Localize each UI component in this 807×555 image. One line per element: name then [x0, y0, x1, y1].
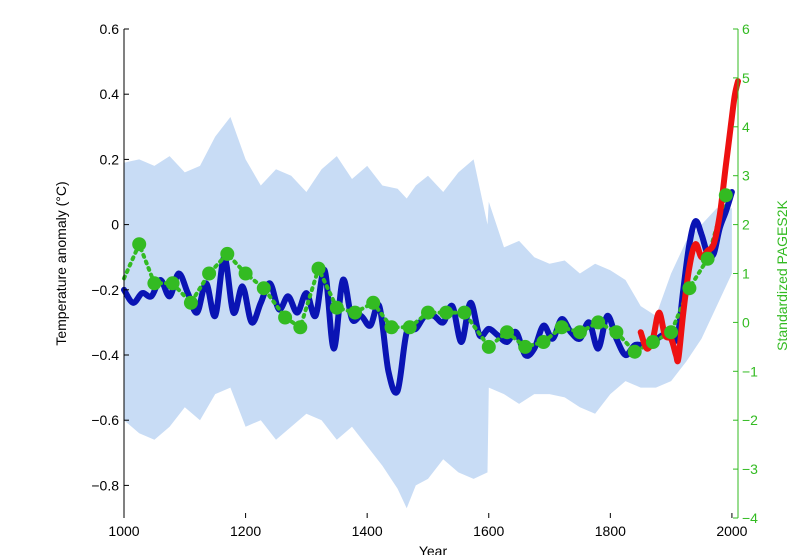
x-tick-label: 1600 — [473, 523, 504, 539]
pages2k-point — [202, 266, 217, 281]
pages2k-point — [682, 281, 697, 296]
pages2k-point — [238, 266, 253, 281]
pages2k-point — [554, 320, 569, 335]
pages2k-point — [718, 188, 733, 203]
y-tick-label: 0.2 — [100, 151, 120, 167]
pages2k-point — [402, 320, 417, 335]
pages2k-point — [439, 305, 454, 320]
y-tick-label: −0.2 — [91, 282, 119, 298]
pages2k-point — [256, 281, 271, 296]
x-axis-title: Year — [419, 543, 448, 555]
right-y-tick-label: 6 — [742, 21, 750, 37]
y-tick-label: 0 — [111, 217, 119, 233]
y-axis-title: Temperature anomaly (°C) — [53, 181, 69, 345]
series-layer — [121, 78, 741, 396]
y-tick-label: −0.4 — [91, 347, 119, 363]
pages2k-point — [183, 295, 198, 310]
right-y-tick-label: 3 — [742, 168, 750, 184]
ticks-layer: 0.6 0.4 0.2 0 −0.2 −0.4 −0.6 −0.8 6 5 4 3 2 1 0 −1 −2 −3 −… — [91, 21, 758, 539]
right-y-axis-title: Standardized PAGES2K — [774, 199, 790, 350]
pages2k-point — [132, 237, 147, 252]
pages2k-point — [609, 325, 624, 340]
pages2k-point — [572, 325, 587, 340]
y-tick-label: −0.8 — [91, 477, 119, 493]
pages2k-point — [536, 335, 551, 349]
pages2k-point — [147, 276, 162, 291]
pages2k-point — [384, 320, 399, 335]
right-y-tick-label: 0 — [742, 314, 750, 330]
x-tick-label: 1400 — [352, 523, 383, 539]
right-y-tick-label: −3 — [742, 461, 758, 477]
right-y-tick-label: 2 — [742, 217, 750, 233]
right-y-tick-label: 1 — [742, 266, 750, 282]
pages2k-point — [366, 295, 381, 310]
pages2k-point — [348, 305, 362, 320]
pages2k-point — [311, 261, 326, 276]
pages2k-point — [421, 305, 435, 320]
pages2k-point — [500, 325, 514, 340]
pages2k-point — [645, 335, 660, 349]
right-y-tick-label: −1 — [742, 363, 758, 379]
right-y-tick-label: −2 — [742, 412, 758, 428]
pages2k-point — [165, 276, 180, 291]
pages2k-point — [481, 339, 496, 354]
pages2k-point — [627, 344, 642, 359]
y-tick-label: −0.6 — [91, 412, 119, 428]
y-tick-label: 0.6 — [100, 21, 120, 37]
pages2k-point — [518, 339, 533, 354]
x-tick-label: 1800 — [595, 523, 626, 539]
x-tick-label: 2000 — [716, 523, 747, 539]
pages2k-point — [293, 320, 308, 335]
right-y-tick-label: 4 — [742, 119, 750, 135]
pages2k-point — [591, 315, 606, 330]
right-y-tick-label: 5 — [742, 70, 750, 86]
pages2k-point — [664, 325, 679, 340]
pages2k-point — [278, 310, 293, 325]
y-tick-label: 0.4 — [100, 86, 120, 102]
pages2k-point — [700, 251, 715, 266]
instrumental-line — [637, 78, 741, 365]
x-tick-label: 1200 — [230, 523, 261, 539]
pages2k-point — [220, 246, 235, 261]
x-tick-label: 1000 — [108, 523, 139, 539]
pages2k-point — [457, 305, 472, 320]
pages2k-point — [329, 300, 344, 315]
pages2k-line — [122, 193, 728, 355]
right-y-tick-label: −4 — [742, 510, 758, 526]
